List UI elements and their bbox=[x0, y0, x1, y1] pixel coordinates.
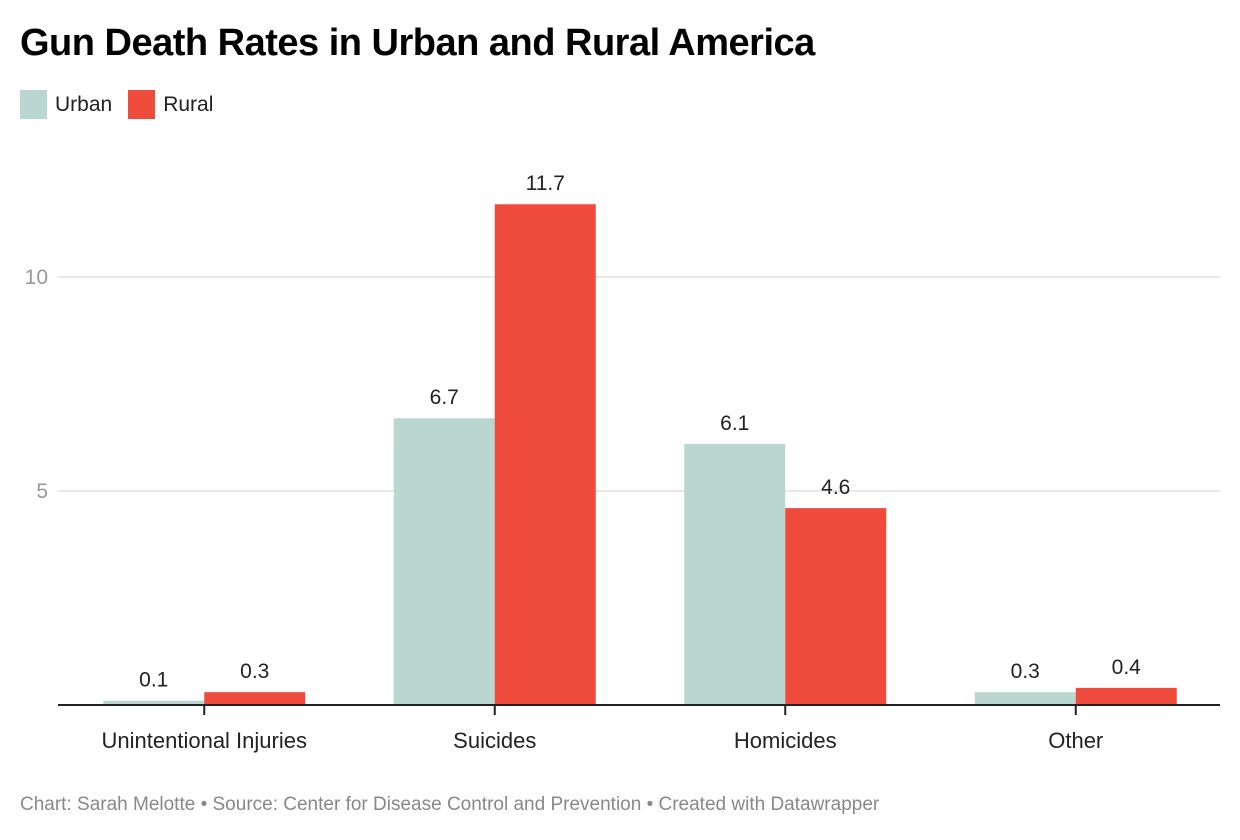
value-label-urban-2: 6.1 bbox=[720, 412, 749, 435]
legend-label-rural: Rural bbox=[163, 92, 214, 116]
bar-urban-1 bbox=[393, 418, 495, 705]
chart-footer: Chart: Sarah Melotte • Source: Center fo… bbox=[20, 794, 880, 815]
bar-rural-3 bbox=[1075, 687, 1177, 705]
value-label-urban-1: 6.7 bbox=[430, 386, 459, 409]
bar-rural-0 bbox=[204, 692, 306, 705]
value-label-rural-3: 0.4 bbox=[1112, 656, 1142, 679]
value-label-urban-0: 0.1 bbox=[139, 669, 168, 692]
legend-item-rural: Rural bbox=[128, 90, 213, 119]
x-tick-label-1: Suicides bbox=[453, 728, 536, 753]
bar-rural-2 bbox=[785, 508, 887, 705]
y-tick-label-10: 10 bbox=[25, 266, 48, 289]
x-tick-label-3: Other bbox=[1048, 728, 1103, 753]
value-label-rural-0: 0.3 bbox=[240, 660, 269, 683]
value-label-urban-3: 0.3 bbox=[1011, 660, 1040, 683]
y-tick-label-5: 5 bbox=[36, 480, 48, 503]
legend-item-urban: Urban bbox=[20, 90, 112, 119]
value-label-rural-2: 4.6 bbox=[821, 476, 850, 499]
legend-label-urban: Urban bbox=[55, 92, 113, 116]
legend-swatch-rural bbox=[128, 90, 156, 119]
bar-urban-3 bbox=[974, 692, 1076, 705]
x-tick-label-2: Homicides bbox=[734, 728, 837, 753]
chart-title: Gun Death Rates in Urban and Rural Ameri… bbox=[20, 22, 815, 64]
x-tick-label-0: Unintentional Injuries bbox=[102, 728, 307, 753]
bar-urban-0 bbox=[103, 700, 205, 705]
legend: Urban Rural bbox=[20, 90, 229, 119]
bar-urban-2 bbox=[684, 443, 786, 705]
legend-swatch-urban bbox=[20, 90, 47, 119]
bar-rural-1 bbox=[494, 204, 596, 706]
value-label-rural-1: 11.7 bbox=[526, 172, 565, 195]
